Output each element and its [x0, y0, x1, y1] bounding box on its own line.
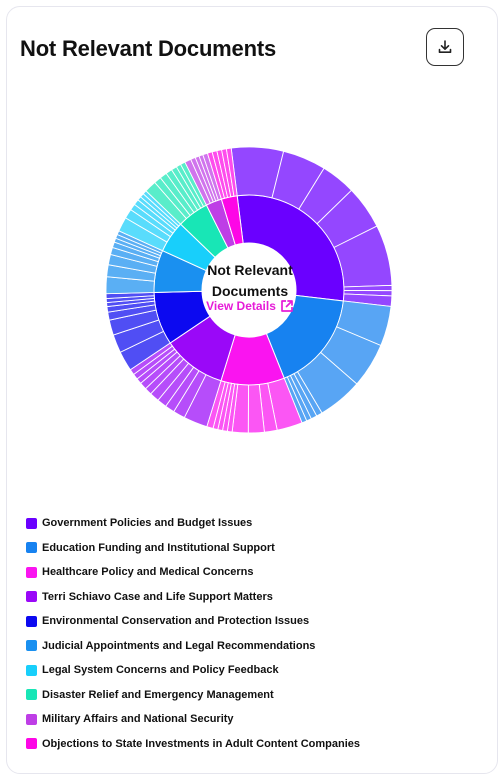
legend-label: Objections to State Investments in Adult… — [42, 737, 361, 750]
legend-item[interactable]: Disaster Relief and Emergency Management — [26, 683, 360, 708]
legend-label: Legal System Concerns and Policy Feedbac… — [42, 664, 279, 677]
legend-item[interactable]: Terri Schiavo Case and Life Support Matt… — [26, 585, 360, 610]
legend-item[interactable]: Objections to State Investments in Adult… — [26, 732, 360, 757]
legend-label: Terri Schiavo Case and Life Support Matt… — [42, 590, 273, 603]
legend-item[interactable]: Military Affairs and National Security — [26, 707, 360, 732]
legend-label: Education Funding and Institutional Supp… — [42, 541, 275, 554]
page-title: Not Relevant Documents — [20, 36, 276, 61]
legend-swatch — [26, 615, 37, 627]
legend-label: Environmental Conservation and Protectio… — [42, 615, 310, 628]
legend-item[interactable]: Healthcare Policy and Medical Concerns — [26, 560, 360, 585]
download-icon — [438, 40, 452, 53]
legend-swatch — [26, 566, 37, 578]
legend-swatch — [26, 640, 37, 652]
legend-item[interactable]: Education Funding and Institutional Supp… — [26, 536, 360, 561]
external-link-icon — [281, 300, 293, 312]
legend-swatch — [26, 738, 37, 750]
chart-legend: Government Policies and Budget Issues Edu… — [26, 511, 360, 756]
legend-label: Disaster Relief and Emergency Management — [42, 688, 274, 701]
legend-item[interactable]: Legal System Concerns and Policy Feedbac… — [26, 658, 360, 683]
legend-label: Government Policies and Budget Issues — [42, 517, 253, 530]
legend-swatch — [26, 713, 37, 725]
legend-item[interactable]: Environmental Conservation and Protectio… — [26, 609, 360, 634]
legend-swatch — [26, 591, 37, 603]
legend-label: Judicial Appointments and Legal Recommen… — [42, 639, 316, 652]
legend-item[interactable]: Judicial Appointments and Legal Recommen… — [26, 634, 360, 659]
sunburst-outer-slice-10-5[interactable] — [225, 147, 238, 197]
legend-swatch — [26, 689, 37, 701]
chart-center-title: Not Relevant Documents — [207, 262, 293, 299]
view-details-link[interactable]: View Details — [188, 299, 312, 313]
legend-swatch — [26, 664, 37, 676]
legend-label: Military Affairs and National Security — [42, 713, 234, 726]
download-button[interactable] — [426, 28, 464, 66]
view-details-label: View Details — [206, 299, 276, 313]
legend-swatch — [26, 542, 37, 554]
legend-label: Healthcare Policy and Medical Concerns — [42, 566, 254, 579]
legend-item[interactable]: Government Policies and Budget Issues — [26, 511, 360, 536]
legend-swatch — [26, 517, 37, 529]
